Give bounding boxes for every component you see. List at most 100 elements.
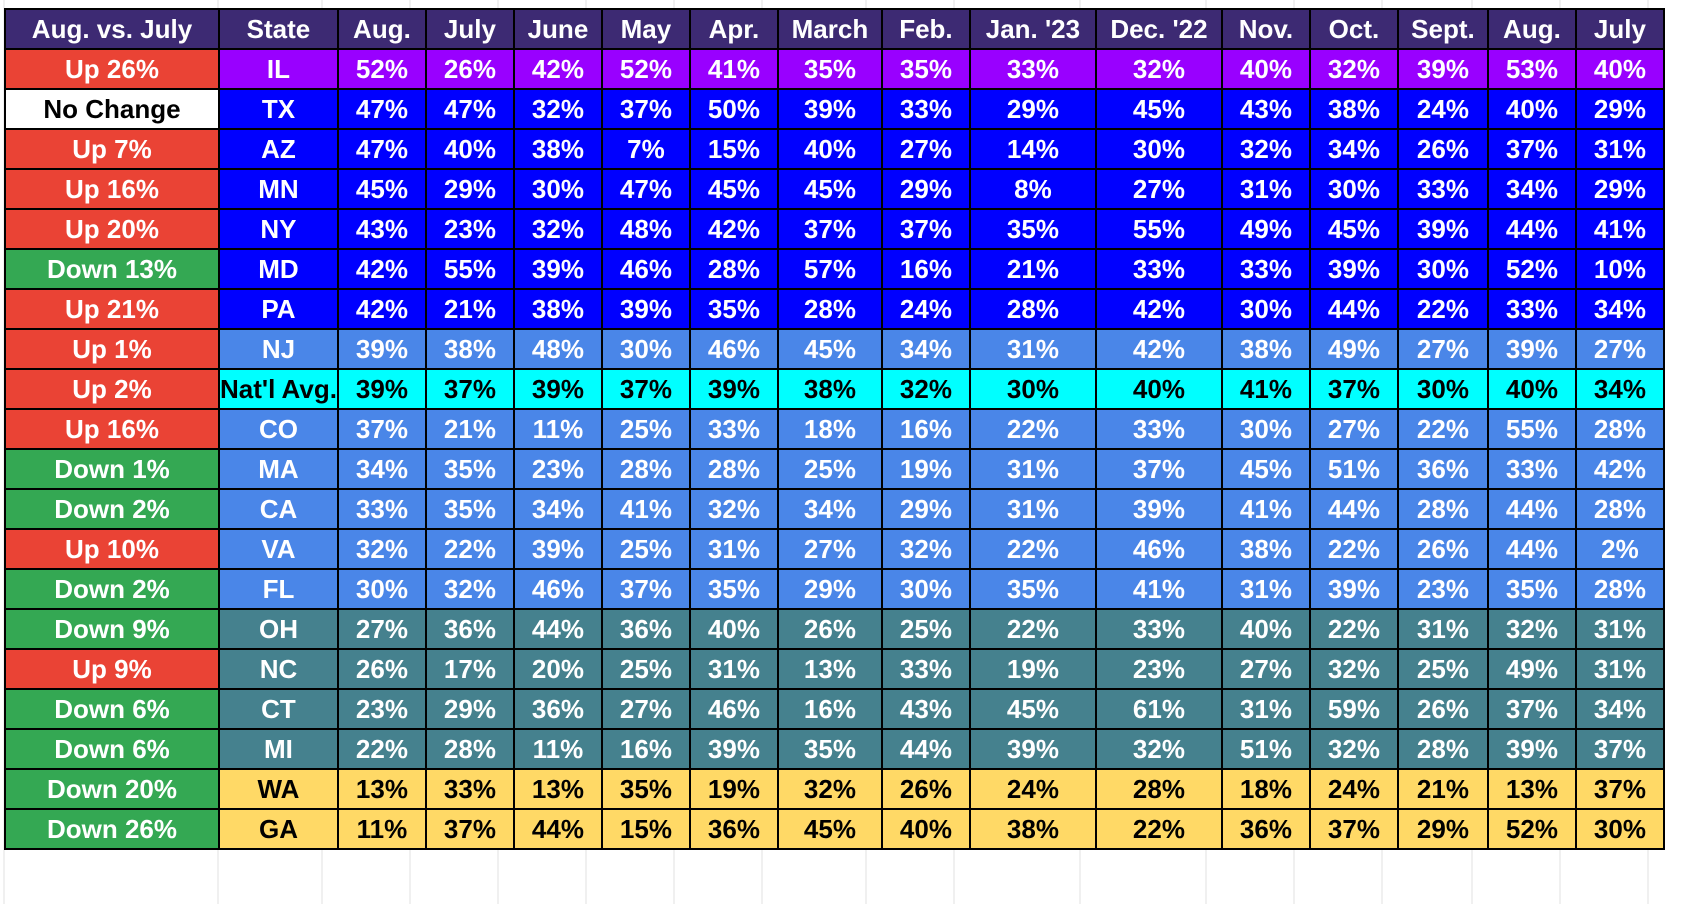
- value-cell: 21%: [1396, 768, 1489, 810]
- value-cell: 34%: [1486, 168, 1577, 210]
- change-cell: Up 2%: [4, 368, 220, 410]
- value-cell: 37%: [1574, 768, 1665, 810]
- value-cell: 19%: [968, 648, 1097, 690]
- value-cell: 18%: [1220, 768, 1311, 810]
- value-cell: 31%: [1574, 648, 1665, 690]
- column-header: July: [424, 8, 515, 50]
- value-cell: 29%: [424, 168, 515, 210]
- change-cell: Up 26%: [4, 48, 220, 90]
- value-cell: 52%: [600, 48, 691, 90]
- value-cell: 28%: [776, 288, 883, 330]
- value-cell: 34%: [1308, 128, 1399, 170]
- value-cell: 49%: [1220, 208, 1311, 250]
- value-cell: 32%: [1094, 728, 1223, 770]
- value-cell: 46%: [1094, 528, 1223, 570]
- value-cell: 50%: [688, 88, 779, 130]
- value-cell: 25%: [776, 448, 883, 490]
- state-cell: Nat'l Avg.: [218, 368, 339, 410]
- value-cell: 35%: [880, 48, 971, 90]
- value-cell: 32%: [776, 768, 883, 810]
- value-cell: 13%: [776, 648, 883, 690]
- value-cell: 22%: [424, 528, 515, 570]
- value-cell: 35%: [968, 568, 1097, 610]
- value-cell: 32%: [512, 88, 603, 130]
- table-row: No Change TX 47% 47% 32% 37% 50% 39% 33% 29% 45% 43…: [4, 88, 1665, 130]
- value-cell: 29%: [880, 488, 971, 530]
- value-cell: 45%: [1308, 208, 1399, 250]
- value-cell: 42%: [1094, 328, 1223, 370]
- value-cell: 32%: [1486, 608, 1577, 650]
- value-cell: 7%: [600, 128, 691, 170]
- value-cell: 52%: [336, 48, 427, 90]
- value-cell: 38%: [1308, 88, 1399, 130]
- column-header: Apr.: [688, 8, 779, 50]
- value-cell: 24%: [968, 768, 1097, 810]
- table-row: Up 16% CO 37% 21% 11% 25% 33% 18% 16% 22% 33% 30% 27…: [4, 408, 1665, 450]
- state-cell: NJ: [218, 328, 339, 370]
- value-cell: 28%: [1396, 488, 1489, 530]
- value-cell: 32%: [1220, 128, 1311, 170]
- table-row: Up 26% IL 52% 26% 42% 52% 41% 35% 35% 33% 32% 40% 32…: [4, 48, 1665, 90]
- value-cell: 29%: [968, 88, 1097, 130]
- value-cell: 52%: [1486, 808, 1577, 850]
- value-cell: 26%: [776, 608, 883, 650]
- value-cell: 49%: [1486, 648, 1577, 690]
- value-cell: 35%: [776, 728, 883, 770]
- value-cell: 29%: [1396, 808, 1489, 850]
- value-cell: 33%: [424, 768, 515, 810]
- value-cell: 31%: [968, 448, 1097, 490]
- change-cell: Up 20%: [4, 208, 220, 250]
- value-cell: 41%: [1220, 488, 1311, 530]
- value-cell: 46%: [600, 248, 691, 290]
- value-cell: 43%: [336, 208, 427, 250]
- value-cell: 37%: [424, 368, 515, 410]
- value-cell: 33%: [1396, 168, 1489, 210]
- value-cell: 29%: [424, 688, 515, 730]
- value-cell: 27%: [600, 688, 691, 730]
- value-cell: 46%: [688, 328, 779, 370]
- column-header: Jan. '23: [968, 8, 1097, 50]
- value-cell: 40%: [1574, 48, 1665, 90]
- change-cell: Down 6%: [4, 688, 220, 730]
- value-cell: 34%: [1574, 288, 1665, 330]
- column-header: Aug.: [1486, 8, 1577, 50]
- value-cell: 20%: [512, 648, 603, 690]
- value-cell: 15%: [688, 128, 779, 170]
- value-cell: 32%: [424, 568, 515, 610]
- value-cell: 35%: [600, 768, 691, 810]
- value-cell: 42%: [336, 248, 427, 290]
- value-cell: 13%: [336, 768, 427, 810]
- value-cell: 39%: [512, 248, 603, 290]
- value-cell: 34%: [512, 488, 603, 530]
- value-cell: 32%: [1308, 648, 1399, 690]
- value-cell: 38%: [512, 288, 603, 330]
- state-cell: CT: [218, 688, 339, 730]
- state-cell: MN: [218, 168, 339, 210]
- value-cell: 40%: [1094, 368, 1223, 410]
- value-cell: 23%: [1396, 568, 1489, 610]
- value-cell: 27%: [1574, 328, 1665, 370]
- value-cell: 33%: [1094, 408, 1223, 450]
- state-cell: FL: [218, 568, 339, 610]
- value-cell: 24%: [1308, 768, 1399, 810]
- value-cell: 16%: [880, 248, 971, 290]
- value-cell: 28%: [1574, 408, 1665, 450]
- value-cell: 44%: [1486, 208, 1577, 250]
- change-cell: Down 2%: [4, 568, 220, 610]
- value-cell: 39%: [776, 88, 883, 130]
- value-cell: 47%: [336, 88, 427, 130]
- value-cell: 23%: [336, 688, 427, 730]
- value-cell: 28%: [688, 448, 779, 490]
- value-cell: 47%: [424, 88, 515, 130]
- state-comparison-table: Aug. vs. July State Aug. July June May Apr. Mar…: [4, 8, 1665, 850]
- value-cell: 51%: [1220, 728, 1311, 770]
- value-cell: 53%: [1486, 48, 1577, 90]
- value-cell: 19%: [688, 768, 779, 810]
- value-cell: 34%: [1574, 688, 1665, 730]
- value-cell: 40%: [1220, 608, 1311, 650]
- change-cell: Up 16%: [4, 168, 220, 210]
- value-cell: 31%: [1396, 608, 1489, 650]
- column-header: Feb.: [880, 8, 971, 50]
- change-cell: Up 21%: [4, 288, 220, 330]
- value-cell: 44%: [1486, 488, 1577, 530]
